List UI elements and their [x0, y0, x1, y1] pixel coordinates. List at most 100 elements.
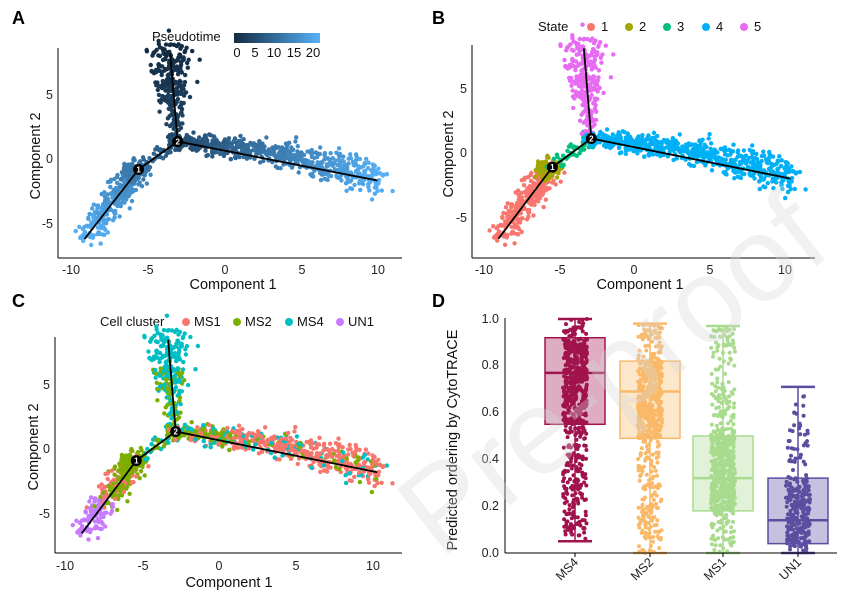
cell-point — [341, 154, 346, 159]
cell-point — [157, 53, 163, 59]
x-tick: 0 — [222, 263, 229, 277]
cell-point — [306, 452, 311, 457]
legend-key-ms2 — [233, 318, 241, 326]
cell-point — [207, 142, 212, 148]
cell-point — [184, 343, 190, 349]
cell-point — [100, 487, 105, 492]
cell-point — [588, 81, 593, 86]
cell-point — [166, 89, 171, 94]
cell-point — [83, 509, 88, 514]
cell-point — [226, 144, 231, 149]
cell-point — [357, 178, 362, 183]
cell-point — [592, 63, 597, 68]
box-point — [572, 502, 576, 507]
cell-point — [570, 144, 575, 150]
cell-point — [596, 68, 602, 73]
cell-point — [640, 133, 645, 138]
cell-point — [125, 165, 131, 170]
cell-point — [281, 157, 287, 162]
cell-point — [574, 74, 579, 79]
box-point — [646, 535, 651, 539]
panel-letter: B — [432, 8, 445, 28]
cell-point — [289, 153, 294, 159]
cell-point — [86, 537, 91, 542]
cell-point — [167, 42, 172, 48]
box-point — [649, 509, 654, 514]
cell-point — [601, 90, 606, 96]
colorbar — [234, 33, 320, 43]
legend-label: 2 — [639, 19, 646, 34]
cell-point — [550, 173, 555, 179]
cell-point — [337, 175, 342, 180]
cell-point — [164, 313, 170, 318]
cell-point — [231, 446, 237, 451]
cell-point — [167, 78, 172, 83]
cell-point — [288, 456, 294, 461]
cell-point — [111, 477, 116, 483]
cell-point — [582, 98, 587, 104]
x-tick: -5 — [137, 559, 148, 573]
cell-point — [281, 152, 286, 157]
point-layer: 12 — [487, 22, 808, 247]
cell-point — [327, 441, 333, 446]
cell-point — [177, 78, 182, 84]
cell-point — [184, 132, 189, 138]
cell-point — [341, 159, 346, 164]
cell-point — [263, 425, 268, 430]
cell-point — [176, 415, 182, 420]
cell-point — [512, 223, 517, 228]
cell-point — [183, 72, 188, 78]
cell-point — [365, 173, 371, 179]
cell-point — [129, 446, 134, 452]
box-point — [655, 473, 659, 478]
cell-point — [346, 156, 351, 161]
cell-point — [576, 51, 582, 57]
cell-point — [138, 469, 144, 474]
cell-point — [102, 190, 107, 195]
cell-point — [528, 178, 534, 184]
x-tick: 10 — [366, 559, 380, 573]
cell-point — [119, 176, 124, 181]
cell-point — [116, 468, 122, 473]
cell-point — [164, 122, 169, 127]
cell-point — [92, 499, 97, 504]
cell-point — [236, 423, 242, 428]
cell-point — [622, 130, 627, 135]
cell-point — [182, 48, 188, 54]
box-point — [641, 439, 646, 444]
cell-point — [753, 165, 759, 170]
cell-point — [89, 242, 94, 248]
box-point — [645, 521, 650, 526]
cell-point — [95, 206, 100, 211]
branch-point-label: 2 — [175, 138, 180, 147]
point-layer: 12 — [70, 313, 395, 542]
panel-b: B State 1 2 3 4 5 12 -10 -5 0 5 10 -5 0 … — [432, 8, 815, 293]
cell-point — [360, 455, 366, 460]
cell-point — [183, 90, 189, 95]
x-tick: 5 — [299, 263, 306, 277]
cell-point — [217, 151, 223, 156]
cell-point — [264, 135, 269, 140]
cell-point — [227, 447, 232, 453]
cell-point — [149, 69, 155, 74]
cell-point — [566, 144, 572, 149]
cell-point — [122, 190, 128, 195]
cell-point — [732, 176, 737, 181]
y-tick: -5 — [456, 211, 467, 225]
cell-point — [326, 453, 331, 459]
cell-point — [78, 235, 83, 241]
cell-point — [575, 45, 580, 51]
cell-point — [740, 171, 745, 176]
y-axis-label: Component 2 — [26, 403, 42, 490]
cell-point — [579, 112, 584, 117]
cell-point — [178, 62, 184, 67]
cell-point — [332, 449, 338, 454]
cell-point — [272, 455, 277, 460]
cell-point — [201, 422, 206, 428]
cell-point — [326, 156, 331, 161]
cell-point — [165, 328, 170, 333]
cell-point — [348, 186, 353, 191]
cell-point — [585, 123, 590, 128]
box-point — [571, 498, 576, 502]
cell-point — [570, 57, 575, 62]
